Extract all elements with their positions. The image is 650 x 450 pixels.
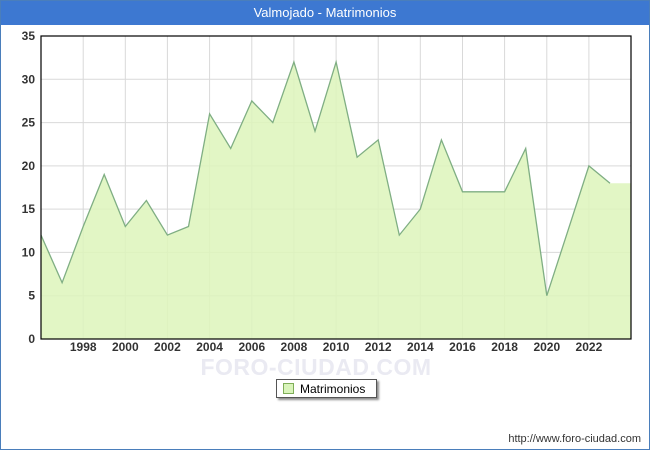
svg-text:10: 10 <box>22 245 36 259</box>
svg-text:1998: 1998 <box>70 340 97 354</box>
svg-text:15: 15 <box>22 202 36 216</box>
svg-text:2002: 2002 <box>154 340 181 354</box>
svg-text:2006: 2006 <box>238 340 265 354</box>
svg-text:2014: 2014 <box>407 340 434 354</box>
svg-text:2004: 2004 <box>196 340 223 354</box>
svg-text:5: 5 <box>28 289 35 303</box>
svg-text:20: 20 <box>22 159 36 173</box>
svg-text:2010: 2010 <box>323 340 350 354</box>
svg-text:25: 25 <box>22 116 36 130</box>
svg-text:2016: 2016 <box>449 340 476 354</box>
svg-text:2018: 2018 <box>491 340 518 354</box>
svg-text:0: 0 <box>28 332 35 346</box>
svg-text:2022: 2022 <box>576 340 603 354</box>
svg-text:30: 30 <box>22 72 36 86</box>
svg-text:35: 35 <box>22 29 36 43</box>
svg-text:2020: 2020 <box>533 340 560 354</box>
svg-text:2012: 2012 <box>365 340 392 354</box>
svg-text:2000: 2000 <box>112 340 139 354</box>
svg-text:2008: 2008 <box>281 340 308 354</box>
